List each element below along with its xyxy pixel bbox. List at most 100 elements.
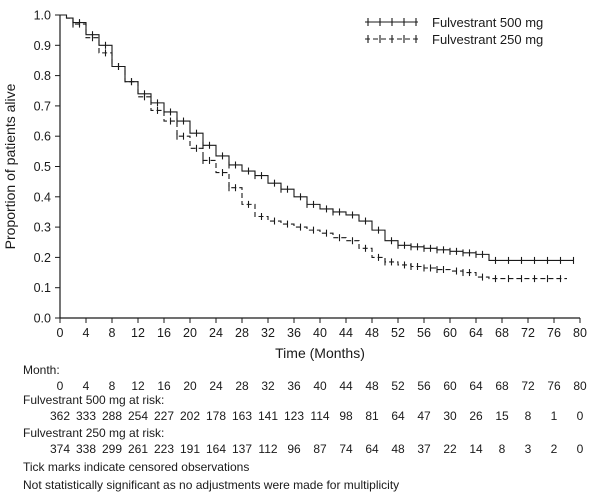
footnotes: Tick marks indicate censored observation…	[23, 460, 399, 492]
series-line-2	[60, 14, 567, 280]
risk-value: 30	[443, 409, 457, 423]
risk-value: 112	[258, 442, 277, 456]
risk-value: 333	[76, 409, 96, 423]
risk-value: 362	[50, 409, 70, 423]
x-tick-label: 52	[391, 326, 405, 340]
x-tick-label: 44	[339, 326, 353, 340]
x-tick-label: 56	[417, 326, 431, 340]
y-tick-label: 1.0	[34, 9, 51, 23]
y-tick-label: 0.2	[34, 251, 51, 265]
risk-value: 178	[206, 409, 226, 423]
risk-value: 8	[499, 442, 506, 456]
risk-table: Month:0 4 8 12 16 20 24 28 32 36 40 44 48 52 56 60 64 68 7…	[23, 363, 587, 456]
x-tick-label: 12	[131, 326, 145, 340]
y-tick-label: 0.7	[34, 99, 51, 113]
x-tick-label: 72	[521, 326, 535, 340]
risk-value: 0	[577, 442, 584, 456]
risk-value: 74	[339, 442, 353, 456]
footnote-1: Tick marks indicate censored observation…	[23, 460, 249, 474]
y-tick-label: 0.6	[34, 130, 51, 144]
legend: Fulvestrant 500 mg Fulvestrant 250 mg	[365, 15, 543, 47]
risk-value: 338	[76, 442, 96, 456]
x-tick-label: 68	[495, 326, 509, 340]
risk-value: 8	[525, 409, 532, 423]
y-axis-title: Proportion of patients alive	[2, 83, 18, 249]
risk-value: 254	[128, 409, 148, 423]
risk-value: 202	[180, 409, 200, 423]
risk-month: 32	[261, 379, 275, 393]
risk-value: 374	[50, 442, 70, 456]
risk-month: 24	[209, 379, 223, 393]
x-tick-label: 16	[157, 326, 171, 340]
risk-value: 227	[154, 409, 174, 423]
risk-month: 76	[547, 379, 561, 393]
risk-month: 60	[443, 379, 457, 393]
risk-month: 40	[313, 379, 327, 393]
risk-month: 12	[131, 379, 145, 393]
risk-value: 288	[102, 409, 122, 423]
legend-label-1: Fulvestrant 500 mg	[432, 15, 543, 30]
x-tick-label: 40	[313, 326, 327, 340]
risk-month: 80	[573, 379, 587, 393]
axes: 0 4 8 12 16 20 24 28 32 36 40 44 48 52 56 60 64 68 72 76 800…	[2, 9, 587, 362]
risk-value: 137	[232, 442, 252, 456]
risk-month: 28	[235, 379, 249, 393]
risk-value: 2	[551, 442, 558, 456]
y-tick-label: 0.1	[34, 281, 51, 295]
risk-value: 64	[365, 442, 379, 456]
x-tick-label: 60	[443, 326, 457, 340]
risk-month: 56	[417, 379, 431, 393]
risk-month-label: Month:	[23, 363, 60, 377]
risk-value: 64	[391, 409, 405, 423]
x-tick-label: 64	[469, 326, 483, 340]
risk-value: 191	[180, 442, 200, 456]
risk-value: 1	[551, 409, 558, 423]
risk-month: 20	[183, 379, 197, 393]
x-tick-label: 32	[261, 326, 275, 340]
risk-value: 14	[469, 442, 483, 456]
risk-value: 223	[154, 442, 174, 456]
x-tick-label: 76	[547, 326, 561, 340]
risk-month: 52	[391, 379, 405, 393]
risk-value: 141	[258, 409, 278, 423]
risk-value: 123	[284, 409, 304, 423]
x-tick-label: 36	[287, 326, 301, 340]
series-line-1	[60, 14, 574, 261]
risk-value: 3	[525, 442, 532, 456]
risk-value: 26	[469, 409, 483, 423]
risk-month: 4	[83, 379, 90, 393]
x-tick-label: 48	[365, 326, 379, 340]
risk-row-label-2: Fulvestrant 250 mg at risk:	[23, 426, 164, 440]
risk-value: 261	[128, 442, 148, 456]
x-tick-label: 80	[573, 326, 587, 340]
x-tick-label: 28	[235, 326, 249, 340]
risk-value: 299	[102, 442, 122, 456]
risk-month: 36	[287, 379, 301, 393]
risk-month: 64	[469, 379, 483, 393]
risk-month: 44	[339, 379, 353, 393]
y-tick-label: 0.8	[34, 69, 51, 83]
y-tick-label: 0.9	[34, 39, 51, 53]
risk-value: 98	[339, 409, 353, 423]
x-tick-label: 0	[57, 326, 64, 340]
x-tick-label: 20	[183, 326, 197, 340]
risk-month: 48	[365, 379, 379, 393]
risk-value: 48	[391, 442, 405, 456]
risk-row-label-1: Fulvestrant 500 mg at risk:	[23, 393, 164, 407]
y-tick-label: 0.3	[34, 221, 51, 235]
risk-value: 87	[313, 442, 327, 456]
risk-value: 47	[417, 409, 431, 423]
risk-value: 22	[443, 442, 457, 456]
risk-month: 8	[109, 379, 116, 393]
plot-area	[60, 14, 575, 283]
x-tick-label: 8	[109, 326, 116, 340]
y-tick-label: 0.4	[34, 190, 51, 204]
y-tick-label: 0.5	[34, 160, 51, 174]
risk-month: 68	[495, 379, 509, 393]
y-tick-label: 0.0	[34, 312, 51, 326]
risk-value: 37	[417, 442, 431, 456]
risk-value: 96	[287, 442, 301, 456]
risk-value: 114	[310, 409, 329, 423]
x-tick-label: 4	[83, 326, 90, 340]
